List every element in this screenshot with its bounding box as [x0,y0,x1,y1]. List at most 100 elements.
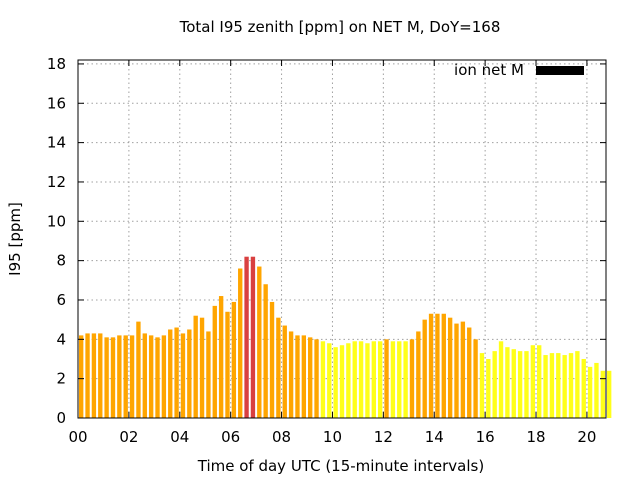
bar [187,329,192,418]
y-tick-label: 10 [47,212,66,230]
bar [371,341,376,418]
bar [587,366,593,418]
bar [206,331,211,418]
y-tick-label: 14 [47,134,66,152]
bar [467,327,472,418]
bar [422,319,427,418]
bar [148,335,154,418]
bar [180,333,186,418]
legend-swatch [536,66,584,75]
y-axis-ticks: 0 2 4 6 8 10 12 14 16 18 [47,55,606,427]
bar [505,347,510,418]
bar [549,353,555,418]
bar [600,370,605,418]
x-tick-label: 00 [68,428,87,446]
x-tick-label: 16 [476,428,495,446]
bar [257,266,262,418]
chart-title: Total I95 zenith [ppm] on NET M, DoY=168 [179,18,501,36]
bar [250,256,256,418]
bar [435,313,440,418]
bar [365,343,370,418]
x-tick-label: 10 [323,428,342,446]
bar [403,341,408,418]
bar [556,353,561,418]
bar [110,337,116,418]
bar [161,335,167,418]
bar [193,315,198,418]
bar [607,370,612,418]
x-tick-label: 14 [425,428,444,446]
grid-lines [78,60,606,418]
bar [397,341,402,418]
bar [537,345,542,418]
y-tick-label: 8 [56,252,66,270]
bar [479,353,485,418]
bar [218,296,224,418]
bar [174,327,179,418]
bar [85,333,90,418]
bar [473,339,478,418]
x-tick-label: 02 [119,428,138,446]
bar [498,341,504,418]
y-tick-label: 12 [47,173,66,191]
bar [314,339,319,418]
bar [123,335,128,418]
bar [384,339,389,418]
x-tick-label: 08 [272,428,291,446]
bar [581,358,586,418]
y-tick-label: 2 [56,370,66,388]
bar [276,317,281,418]
bar [428,313,434,418]
bar [136,321,141,418]
x-tick-label: 20 [577,428,596,446]
bar [416,331,421,418]
bar [358,341,364,418]
legend-entry-label: ion net M [454,61,524,79]
bar [594,362,599,418]
bar [155,337,160,418]
bar [301,335,307,418]
bar [244,256,249,418]
x-axis-ticks: 00 02 04 06 08 10 12 14 16 18 20 [68,60,596,446]
bar [288,331,294,418]
bar [562,355,567,418]
bar [238,268,243,418]
bar [199,317,205,418]
y-tick-label: 6 [56,291,66,309]
y-axis-label: I95 [ppm] [6,202,24,276]
bar [390,341,396,418]
bar [454,323,459,418]
bar [231,301,237,418]
bar [543,355,548,418]
bar [168,329,173,418]
bar [460,321,466,418]
bar [517,351,523,418]
x-tick-label: 06 [221,428,240,446]
bar [212,305,217,418]
x-tick-label: 12 [374,428,393,446]
bar [308,337,313,418]
bar [320,341,326,418]
bar [339,345,345,418]
bar [98,333,103,418]
bar [104,337,109,418]
bar [486,358,491,418]
x-tick-label: 04 [170,428,189,446]
bar [263,284,268,418]
y-tick-label: 4 [56,330,66,348]
bar [409,339,415,418]
bar [91,333,97,418]
bar [511,349,516,418]
bar [575,351,580,418]
legend: ion net M [454,61,584,79]
bar [295,335,300,418]
x-axis-label: Time of day UTC (15-minute intervals) [197,457,484,475]
bar [352,341,357,418]
bar [327,343,332,418]
bar [568,353,574,418]
bar [524,351,529,418]
x-tick-label: 18 [526,428,545,446]
bar [447,317,453,418]
bar [117,335,122,418]
